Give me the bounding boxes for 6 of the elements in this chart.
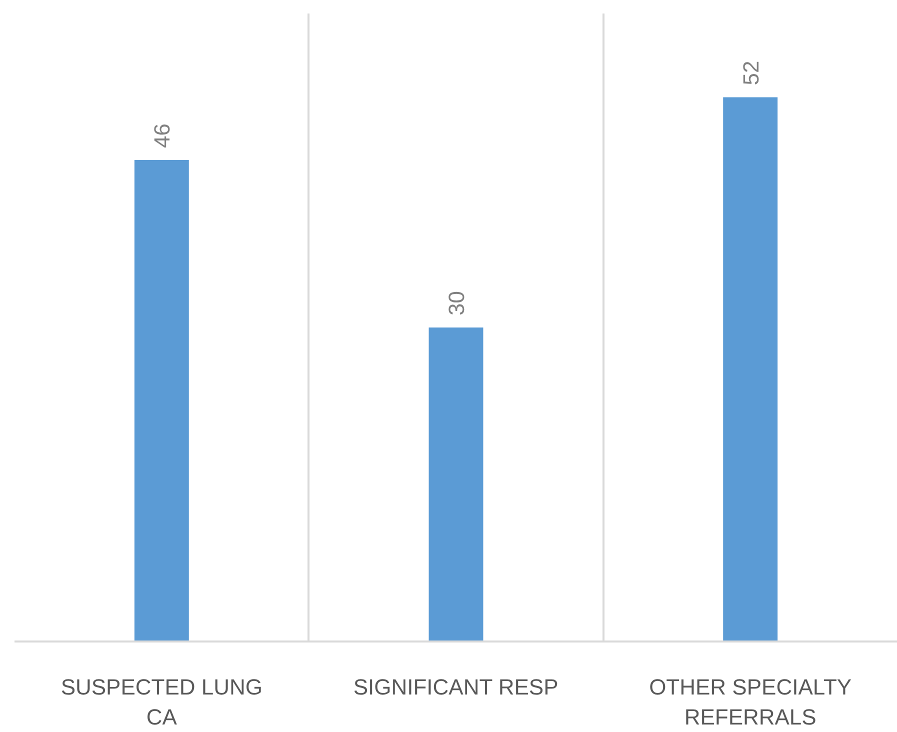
x-tick-label: SUSPECTED LUNG CA [60,674,263,730]
x-tick-label: OTHER SPECIALTY REFERRALS [649,674,852,730]
x-tick-label: SIGNIFICANT RESP [353,674,558,700]
data-label: 52 [738,60,764,86]
data-label: 46 [150,124,175,148]
data-label: 30 [444,291,469,316]
